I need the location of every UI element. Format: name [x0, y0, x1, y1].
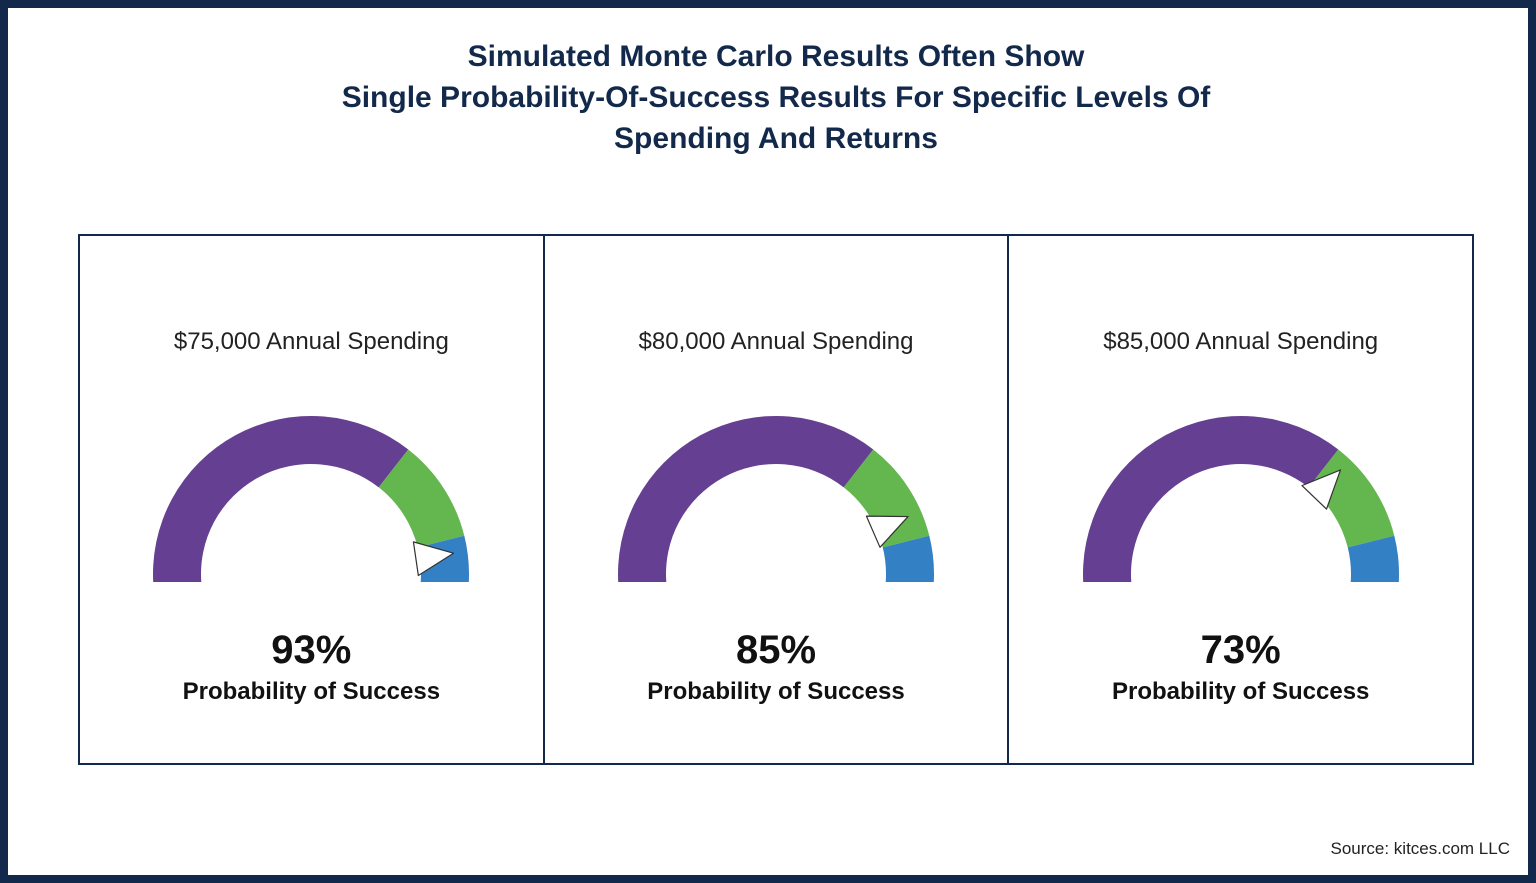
gauge-pointer	[1301, 469, 1341, 510]
gauge-pointer	[413, 541, 455, 577]
panel-label: $75,000 Annual Spending	[173, 328, 449, 355]
gauge-band-purple	[153, 416, 409, 582]
gauge-chart	[153, 416, 470, 582]
gauge-panel-75000: $75,000 Annual Spending 93% Probability …	[80, 236, 543, 763]
probability-caption: Probability of Success	[647, 678, 905, 705]
chart-title: Simulated Monte Carlo Results Often Show…	[8, 36, 1536, 159]
probability-value: 85%	[735, 628, 817, 672]
gauge-panel-80000: $80,000 Annual Spending 85% Probability …	[542, 236, 1008, 763]
panel-label: $85,000 Annual Spending	[1103, 328, 1379, 355]
gauge-band-purple	[618, 416, 874, 582]
title-line-3: Spending And Returns	[614, 122, 938, 155]
gauge-pointer	[865, 515, 909, 548]
gauge-chart	[1082, 416, 1399, 582]
probability-caption: Probability of Success	[182, 678, 441, 705]
gauge-chart	[618, 416, 934, 582]
probability-caption: Probability of Success	[1111, 678, 1370, 705]
gauge-band-purple	[1082, 416, 1338, 582]
source-credit: Source: kitces.com LLC	[1330, 839, 1510, 858]
panel-label: $80,000 Annual Spending	[638, 328, 914, 355]
gauge-band-green	[843, 449, 930, 548]
probability-value: 73%	[1200, 628, 1281, 672]
gauge-panel-85000: $85,000 Annual Spending 73% Probability …	[1007, 236, 1472, 763]
probability-value: 93%	[271, 628, 352, 672]
gauge-band-green	[379, 449, 465, 548]
title-line-1: Simulated Monte Carlo Results Often Show	[467, 40, 1085, 73]
title-line-2: Single Probability-Of-Success Results Fo…	[341, 81, 1211, 114]
gauge-band-blue	[1347, 535, 1399, 582]
gauge-panel-row: $75,000 Annual Spending 93% Probability …	[78, 234, 1474, 765]
gauge-band-blue	[882, 535, 934, 582]
